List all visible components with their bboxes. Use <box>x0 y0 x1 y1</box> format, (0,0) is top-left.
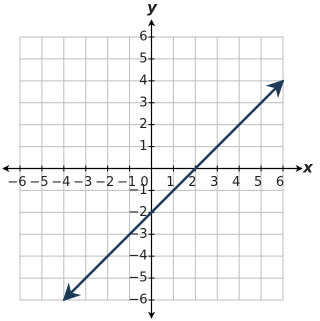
x-tick-label: 4 <box>232 175 240 190</box>
y-tick-label: 1 <box>139 139 147 154</box>
y-axis-title: y <box>147 0 158 17</box>
y-tick-label: −6 <box>128 293 147 308</box>
y-tick-label: 5 <box>139 51 147 66</box>
x-tick-label: 5 <box>254 175 262 190</box>
x-tick-label: −3 <box>73 175 92 190</box>
y-tick-label: −4 <box>128 249 147 264</box>
x-tick-label: −2 <box>95 175 114 190</box>
line <box>62 79 285 302</box>
x-tick-label: 2 <box>188 175 196 190</box>
y-tick-label: 3 <box>139 95 147 110</box>
x-tick-label: 6 <box>276 175 284 190</box>
x-tick-label: 3 <box>210 175 218 190</box>
x-tick-label: −4 <box>51 175 70 190</box>
y-tick-label: −5 <box>128 271 147 286</box>
x-tick-label: −6 <box>7 175 26 190</box>
y-tick-label: 6 <box>139 30 147 45</box>
x-tick-label: −5 <box>29 175 48 190</box>
y-tick-label: −1 <box>128 183 147 198</box>
y-tick-label: 4 <box>139 73 147 88</box>
x-axis-title: x <box>302 159 314 177</box>
y-tick-label: 2 <box>139 117 147 132</box>
x-tick-label: 1 <box>166 175 174 190</box>
